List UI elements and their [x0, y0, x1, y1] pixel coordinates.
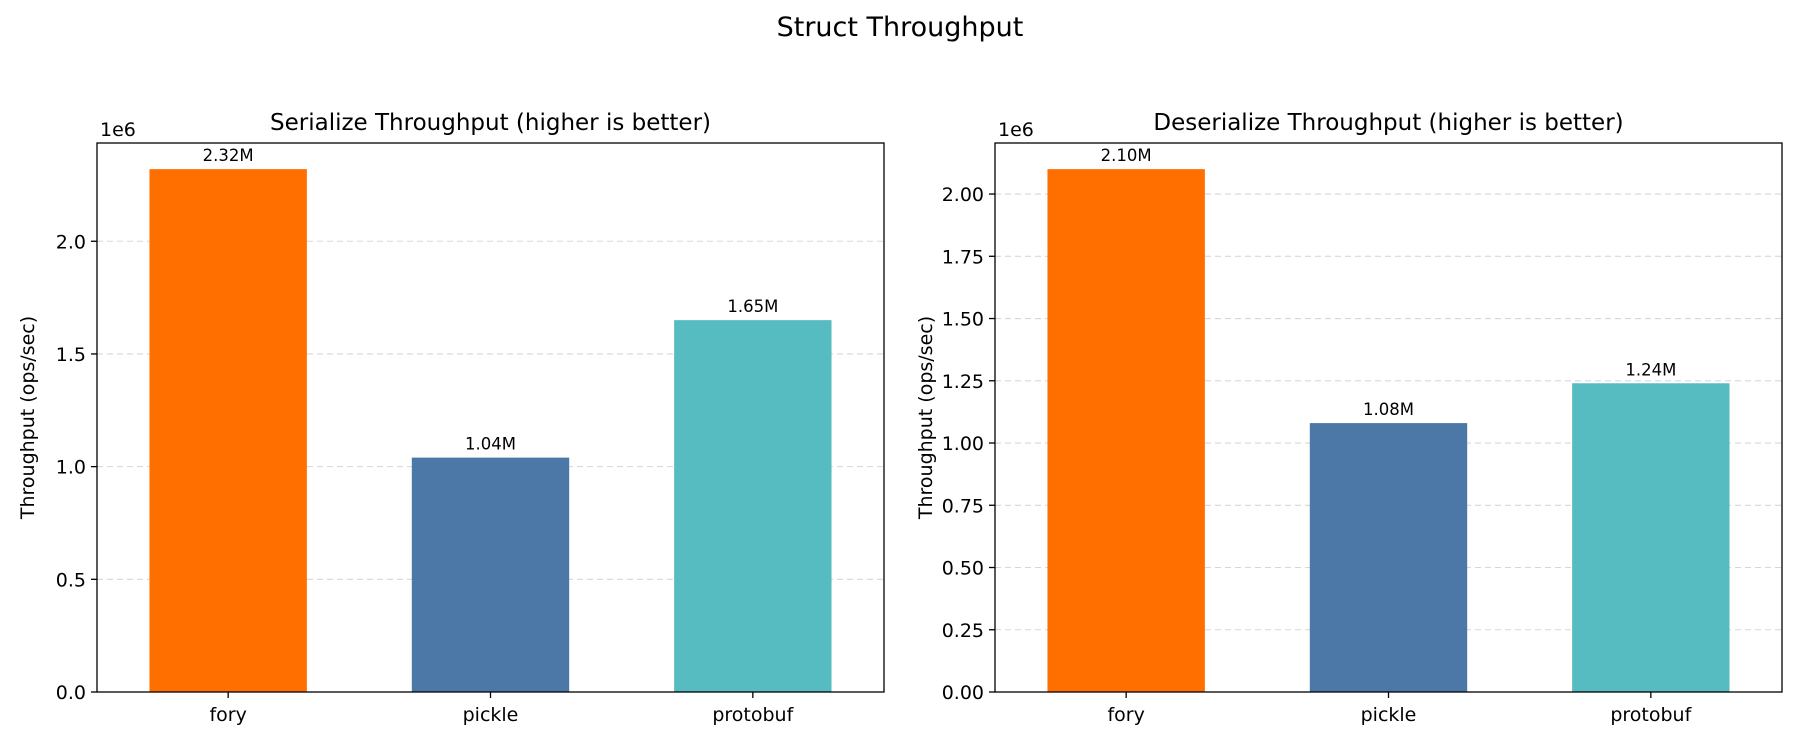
deserialize-ytick-label: 1.25 — [942, 371, 984, 393]
serialize-bar-label-fory: 2.32M — [203, 146, 254, 165]
deserialize-xtick-label-protobuf: protobuf — [1610, 704, 1692, 726]
deserialize-offset-label: 1e6 — [998, 119, 1034, 141]
serialize-offset-label: 1e6 — [100, 119, 136, 141]
serialize-ytick-label: 1.5 — [56, 344, 86, 366]
deserialize-bar-protobuf — [1572, 383, 1730, 692]
deserialize-ytick-label: 0.50 — [942, 558, 984, 580]
serialize-chart-title: Serialize Throughput (higher is better) — [270, 110, 711, 136]
serialize-xtick-label-protobuf: protobuf — [712, 704, 794, 726]
serialize-chart: 2.32M 1.04M 1.65M 0.0 0.5 1.0 1.5 2.0 fory pickle… — [17, 110, 885, 726]
deserialize-ytick-label: 0.00 — [942, 682, 984, 704]
serialize-ylabel: Throughput (ops/sec) — [17, 316, 39, 520]
deserialize-bar-label-protobuf: 1.24M — [1625, 360, 1676, 379]
deserialize-bar-label-fory: 2.10M — [1101, 146, 1152, 165]
deserialize-ytick-label: 0.25 — [942, 620, 984, 642]
deserialize-ytick-label: 0.75 — [942, 495, 984, 517]
deserialize-ytick-label: 1.75 — [942, 246, 984, 268]
serialize-bar-protobuf — [674, 320, 832, 692]
deserialize-bar-label-pickle: 1.08M — [1363, 400, 1414, 419]
deserialize-xtick-label-fory: fory — [1107, 704, 1144, 726]
serialize-bar-fory — [149, 169, 307, 693]
deserialize-xtick-label-pickle: pickle — [1361, 704, 1417, 726]
serialize-xtick-label-pickle: pickle — [463, 704, 519, 726]
deserialize-ytick-label: 2.00 — [942, 184, 984, 206]
serialize-ytick-label: 1.0 — [56, 457, 86, 479]
deserialize-ytick-label: 1.50 — [942, 309, 984, 331]
serialize-ytick-label: 0.0 — [56, 682, 86, 704]
deserialize-bar-fory — [1047, 169, 1205, 693]
deserialize-bar-pickle — [1309, 423, 1468, 692]
serialize-ytick-label: 0.5 — [56, 569, 86, 591]
deserialize-chart-title: Deserialize Throughput (higher is better… — [1153, 110, 1623, 136]
serialize-xtick-label-fory: fory — [209, 704, 246, 726]
figure-title: Struct Throughput — [777, 12, 1024, 43]
serialize-bar-label-protobuf: 1.65M — [727, 297, 778, 316]
deserialize-ytick-label: 1.00 — [942, 433, 984, 455]
serialize-ytick-label: 2.0 — [56, 231, 86, 253]
serialize-bar-pickle — [411, 457, 570, 692]
serialize-bar-label-pickle: 1.04M — [465, 435, 516, 454]
deserialize-ylabel: Throughput (ops/sec) — [915, 316, 937, 520]
deserialize-chart: 2.10M 1.08M 1.24M 0.00 0.25 0.50 0.75 1.00 1.25 1… — [915, 110, 1783, 726]
